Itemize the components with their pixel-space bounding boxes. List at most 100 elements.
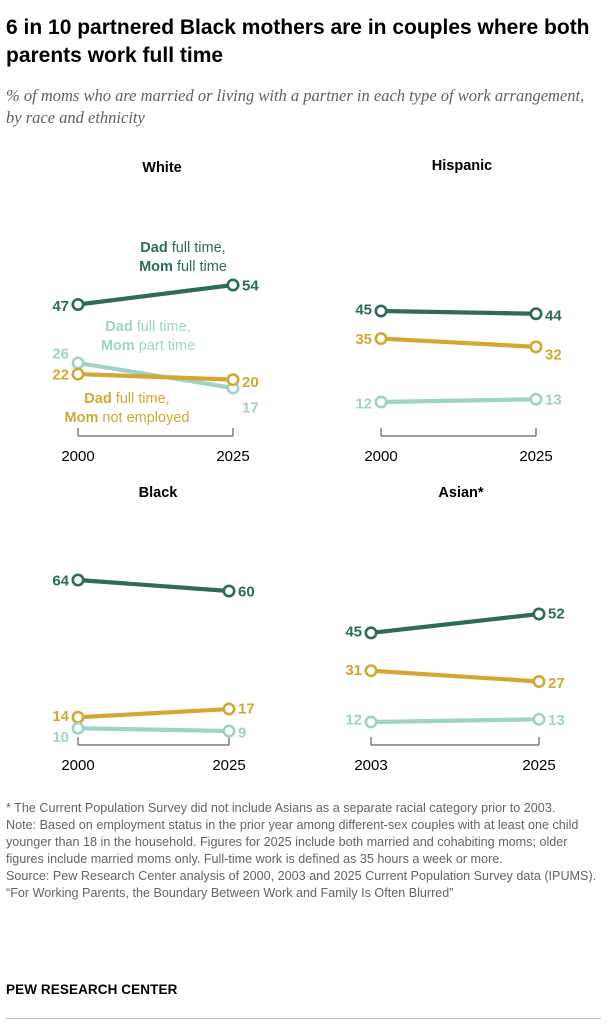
data-point [532,607,546,621]
data-label: 12 [345,712,362,729]
legend-text: Dad full time, [84,391,169,407]
x-tick-label: 2000 [364,448,397,465]
data-point [374,395,388,409]
data-label: 12 [355,396,372,413]
legend-label-dad_ft_mom_ne: Dad full time, Mom not employed [65,391,190,426]
series-dad_ft_mom_ft: 45 52 [345,606,564,641]
data-label: 27 [548,675,565,692]
legend-text: Mom full time [139,259,227,275]
panel-black: Black 2000 2025 64 60 14 17 10 9 [52,485,254,774]
data-label: 35 [355,331,372,348]
data-label: 45 [355,302,372,319]
panel-title: Asian* [438,485,483,501]
data-point [222,702,236,716]
series-line [75,726,232,734]
series-line [75,706,232,720]
x-tick-label: 2025 [522,757,555,774]
data-label: 31 [345,662,362,679]
asterisk-note: * The Current Population Survey did not … [6,801,556,815]
data-label: 13 [548,712,565,729]
x-tick-label: 2025 [519,448,552,465]
series-dad_ft_mom_ft: 64 60 [52,573,254,601]
data-point [71,710,85,724]
data-point [71,367,85,381]
series-dad_ft_mom_ne: 22 20 [52,367,258,392]
series-line [378,308,539,316]
series-dad_ft_mom_pt: 12 13 [355,392,561,413]
data-point [71,721,85,735]
series-line [75,371,236,382]
series-dad_ft_mom_ft: 45 44 [355,302,562,325]
series-dad_ft_mom_pt: 10 9 [52,721,246,746]
pew-logo-text: PEW RESEARCH CENTER [6,982,178,997]
data-label: 20 [242,374,259,391]
data-point [71,297,85,311]
x-tick-label: 2025 [216,448,249,465]
legend-label-dad_ft_mom_pt: Dad full time, Mom part time [101,319,195,354]
data-label: 26 [52,345,69,362]
x-tick-label: 2025 [212,757,245,774]
data-label: 22 [52,367,69,384]
panel-white: White 2000 2025 47 54 26 17 22 20 [52,160,259,465]
data-point [364,715,378,729]
data-point [374,332,388,346]
data-point [532,712,546,726]
data-label: 9 [238,725,246,742]
bottom-rule [6,1018,601,1019]
data-label: 45 [345,623,362,640]
legend-text: Mom part time [101,338,195,354]
data-point [222,724,236,738]
x-tick-label: 2000 [61,448,94,465]
legend-label-dad_ft_mom_ft: Dad full time, Mom full time [139,240,227,275]
x-tick-label: 2003 [354,757,387,774]
data-point [226,278,240,292]
data-label: 32 [545,346,562,363]
series-line [75,282,236,307]
data-point [529,392,543,406]
data-point [71,573,85,587]
data-label: 44 [545,307,562,324]
methodology-note: Note: Based on employment status in the … [6,818,579,866]
legend-text: Mom not employed [65,410,190,426]
data-point [222,584,236,598]
series-dad_ft_mom_ne: 14 17 [52,701,254,725]
chart-subtitle: % of moms who are married or living with… [6,86,585,127]
data-label: 47 [52,298,69,315]
panel-title: White [142,160,181,176]
panel-title: Black [139,485,179,501]
data-label: 17 [242,400,259,417]
panel-hispanic: Hispanic 2000 2025 45 44 35 32 12 13 [355,158,562,465]
series-line [75,577,232,594]
legend-text: Dad full time, [140,240,225,256]
source-note: Source: Pew Research Center analysis of … [6,869,597,883]
panel-title: Hispanic [432,158,492,174]
x-tick-label: 2000 [61,757,94,774]
series-dad_ft_mom_ft: 47 54 [52,278,259,315]
data-label: 54 [242,278,259,295]
series-line [368,668,542,684]
data-point [364,626,378,640]
series-dad_ft_mom_pt: 12 13 [345,712,564,729]
panel-asian: Asian* 2003 2025 45 52 31 27 12 13 [345,485,564,774]
data-point [71,356,85,370]
series-line [378,336,539,349]
series-line [378,397,539,405]
data-point [529,307,543,321]
series-dad_ft_mom_ne: 31 27 [345,662,564,692]
chart-title: 6 in 10 partnered Black mothers are in c… [6,16,590,67]
data-label: 14 [52,708,69,725]
data-point [364,664,378,678]
legend-text: Dad full time, [105,319,190,335]
data-label: 13 [545,392,562,409]
series-dad_ft_mom_ne: 35 32 [355,331,561,363]
series-line [368,717,542,725]
footnotes: * The Current Population Survey did not … [6,800,604,902]
data-point [532,674,546,688]
data-label: 17 [238,701,255,718]
series-line [368,611,542,636]
data-point [226,373,240,387]
charts-canvas: White 2000 2025 47 54 26 17 22 20 Hispanic 2000 202… [52,158,564,774]
data-point [529,340,543,354]
data-label: 64 [52,573,69,590]
data-label: 52 [548,606,565,623]
